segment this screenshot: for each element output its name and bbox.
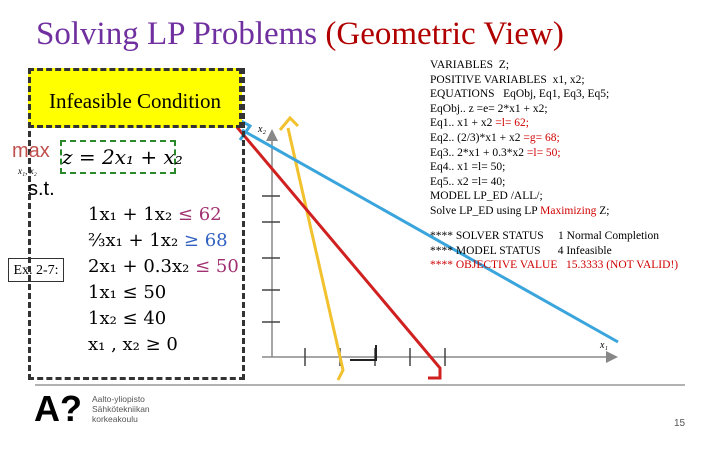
constraint: 2x₁ + 0.3x₂ ≤ 50 [88, 254, 239, 280]
constraint-lhs: x₁ , x₂ ≥ 0 [88, 334, 178, 355]
constraint-rhs: ≤ 62 [177, 204, 222, 225]
title: Solving LP Problems (Geometric View) [36, 16, 564, 53]
code-segment: =l= 50; [526, 146, 561, 159]
constraint-rhs: ≥ 68 [183, 230, 228, 251]
logo-school: Sähkötekniikan [92, 404, 150, 414]
code-line: Eq4.. x1 =l= 50; [430, 160, 609, 175]
constraint-lhs: 1x₁ ≤ 50 [88, 282, 167, 303]
objective-under: x₁, x₂ [18, 166, 37, 176]
constraint-lhs: 1x₂ ≤ 40 [88, 308, 167, 329]
code-segment: =g= 68; [523, 131, 560, 144]
axis-label-x: x₁ [600, 340, 608, 351]
code-line: EqObj.. z =e= 2*x1 + x2; [430, 102, 609, 117]
code-line: Eq5.. x2 =l= 40; [430, 175, 609, 190]
code-segment: Eq3.. 2*x1 + 0.3*x2 [430, 146, 527, 159]
objective-sense: max [12, 140, 50, 162]
constraint: 1x₁ ≤ 50 [88, 280, 239, 306]
logo-unit: korkeakoulu [92, 414, 138, 424]
logo: A? [34, 388, 82, 429]
code-line: VARIABLES Z; [430, 58, 609, 73]
code-segment: Solve LP_ED using LP [430, 204, 541, 217]
code-segment: Eq2.. (2/3)*x1 + x2 [430, 131, 524, 144]
box-label: Infeasible Condition [28, 68, 242, 128]
code-line: EQUATIONS EqObj, Eq1, Eq3, Eq5; [430, 87, 609, 102]
logo-text: Aalto-yliopisto Sähkötekniikan korkeakoulu [92, 394, 150, 424]
constraint-lhs: 2x₁ + 0.3x₂ [88, 256, 190, 277]
constraint: ⅔x₁ + 1x₂ ≥ 68 [88, 228, 239, 254]
code-segment: =l= 62; [495, 117, 530, 130]
axis-label-y: x₂ [258, 124, 266, 135]
subject-to: s.t. [28, 178, 55, 200]
title-paren: (Geometric View) [325, 16, 564, 52]
code-line: MODEL LP_ED /ALL/; [430, 189, 609, 204]
code-line: POSITIVE VARIABLES x1, x2; [430, 73, 609, 88]
constraint: 1x₁ + 1x₂ ≤ 62 [88, 202, 239, 228]
example-label: Ex. 2-7: [8, 258, 64, 282]
code-segment: Maximizing [540, 204, 597, 217]
constraint: 1x₂ ≤ 40 [88, 306, 239, 332]
code-segment: Z; [596, 204, 610, 217]
status: **** SOLVER STATUS 1 Normal Completion **… [430, 229, 678, 273]
constraint-lhs: ⅔x₁ + 1x₂ [88, 230, 179, 251]
code-segment: EQUATIONS EqObj, Eq1, Eq3, Eq5; [430, 88, 610, 101]
constraint-lines [234, 115, 619, 381]
objective: z = 2x₁ + x₂ [60, 140, 183, 174]
logo-name: Aalto-yliopisto [92, 394, 145, 404]
status-line: **** MODEL STATUS 4 Infeasible [430, 244, 612, 257]
code-segment: Eq5.. x2 =l= 40; [430, 175, 506, 188]
code-segment: Eq4.. x1 =l= 50; [430, 161, 506, 174]
code-line: Eq2.. (2/3)*x1 + x2 =g= 68; [430, 131, 609, 146]
constraints: 1x₁ + 1x₂ ≤ 62 ⅔x₁ + 1x₂ ≥ 68 2x₁ + 0.3x₂ … [88, 202, 239, 358]
code-line: Solve LP_ED using LP Maximizing Z; [430, 204, 609, 219]
code-segment: POSITIVE VARIABLES x1, x2; [430, 73, 585, 86]
constraint-rhs: ≤ 50 [195, 256, 239, 277]
constraint: x₁ , x₂ ≥ 0 [88, 332, 239, 358]
code-line: Eq1.. x1 + x2 =l= 62; [430, 116, 609, 131]
code-line: Eq3.. 2*x1 + 0.3*x2 =l= 50; [430, 146, 609, 161]
code-segment: VARIABLES Z; [430, 59, 510, 71]
status-line: **** OBJECTIVE VALUE 15.3333 (NOT VALID!… [430, 259, 679, 272]
code: VARIABLES Z; POSITIVE VARIABLES x1, x2; EQ… [430, 58, 609, 219]
code-segment: MODEL LP_ED /ALL/; [430, 190, 543, 203]
page-number: 15 [674, 418, 686, 429]
title-main: Solving LP Problems [36, 16, 318, 52]
code-segment: Eq1.. x1 + x2 [430, 117, 496, 130]
status-line: **** SOLVER STATUS 1 Normal Completion [430, 230, 659, 242]
constraint-lhs: 1x₁ + 1x₂ [88, 204, 173, 225]
code-segment: EqObj.. z =e= 2*x1 + x2; [430, 102, 548, 115]
